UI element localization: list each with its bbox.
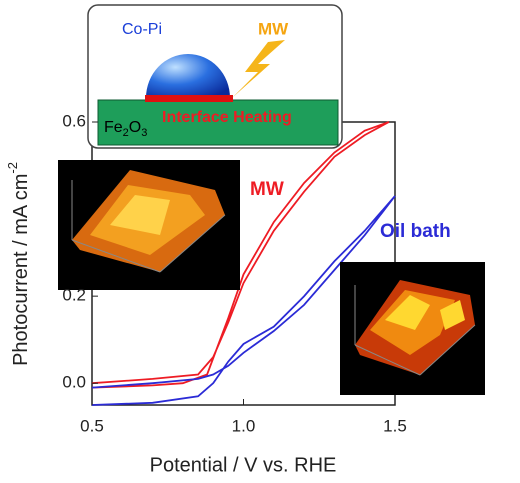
afm-inset-left (58, 160, 240, 290)
schematic-label: Co-Pi (122, 21, 162, 38)
curves (91, 121, 396, 406)
y-label-sup: -2 (5, 162, 20, 174)
substrate: O (129, 119, 141, 136)
series-label: MW (250, 179, 284, 200)
series-line (91, 121, 390, 389)
schematic-label: Fe2O3 (104, 119, 147, 139)
x-tick-label: 0.5 (80, 416, 104, 435)
schematic-inset: Co-Pi MW Fe2O3 Interface Heating (87, 4, 343, 149)
y-axis-label: Photocurrent / mA cm-2 (5, 162, 32, 366)
y-tick-label: 0.6 (62, 111, 86, 130)
series-label: Oil bath (380, 221, 451, 242)
y-tick-label: 0.0 (62, 373, 86, 392)
x-tick-label: 1.5 (383, 416, 407, 435)
schematic-label: MW (258, 19, 289, 38)
y-tick-label: 0.2 (62, 286, 86, 305)
schematic-label: Interface Heating (162, 109, 292, 126)
series-line (91, 195, 396, 406)
afm-inset-right (340, 262, 485, 395)
x-tick-label: 1.0 (232, 416, 256, 435)
substrate: Fe (104, 119, 123, 136)
x-axis-label: Potential / V vs. RHE (150, 454, 337, 476)
substrate: 3 (141, 127, 147, 139)
y-label-main: Photocurrent / mA cm (10, 174, 32, 366)
substrate: 2 (123, 127, 129, 139)
